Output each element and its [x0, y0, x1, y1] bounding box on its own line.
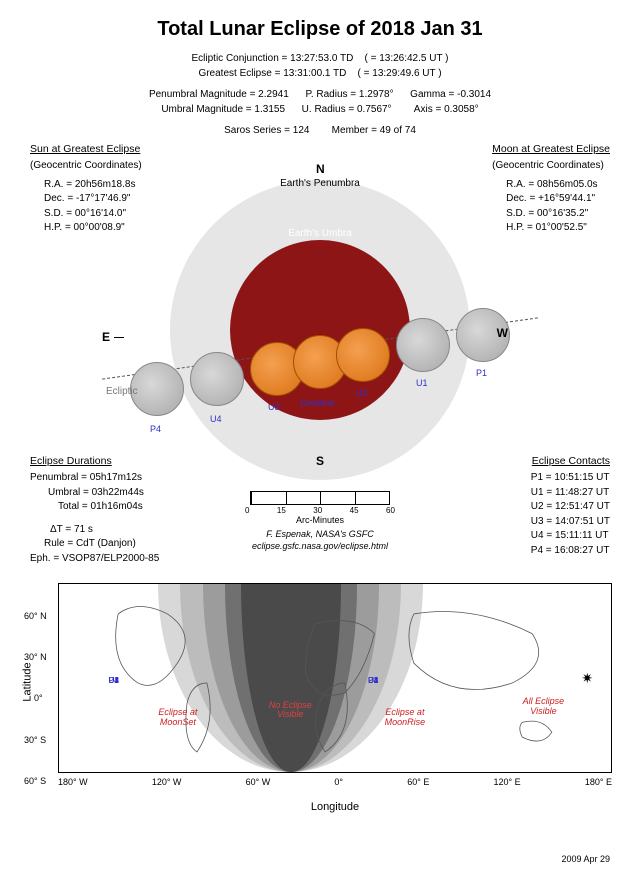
c-u1: U1 = 11:48:27 UT	[531, 486, 610, 501]
credit-1: F. Espenak, NASA's GSFC	[245, 529, 395, 541]
yt-3: 30° S	[24, 735, 46, 745]
xt-5: 120° E	[494, 777, 521, 787]
novis-label: No EclipseVisible	[269, 701, 312, 721]
continents-icon: ✷	[59, 584, 611, 772]
axis: Axis = 0.3058°	[414, 104, 479, 115]
umbra-circle	[230, 240, 410, 420]
svg-text:✷: ✷	[581, 671, 593, 686]
page-title: Total Lunar Eclipse of 2018 Jan 31	[0, 18, 640, 41]
u-radius: U. Radius = 0.7567°	[302, 104, 392, 115]
c-u4: U4 = 15:11:11 UT	[531, 529, 610, 544]
yt-1: 30° N	[24, 652, 47, 662]
umb-mag: Umbral Magnitude = 1.3155	[161, 104, 285, 115]
dur-tot: Total = 01h16m04s	[30, 500, 159, 515]
xt-1: 120° W	[152, 777, 182, 787]
dur-umb: Umbral = 03h22m44s	[30, 486, 159, 501]
south-label: S	[316, 454, 324, 468]
north-label: N	[316, 162, 325, 176]
delta-t: ΔT = 71 s	[30, 523, 159, 538]
penumbra-label: Earth's Penumbra	[280, 178, 360, 189]
conj-ut: ( = 13:26:42.5 UT )	[364, 53, 448, 64]
map-wrap: Latitude ✷ Eclipse atMoonSet No EclipseV…	[58, 583, 612, 813]
allvis-label: All EclipseVisible	[523, 697, 565, 717]
durations-block: Eclipse Durations Penumbral = 05h17m12s …	[30, 454, 159, 566]
c-p4: P4 = 16:08:27 UT	[531, 544, 610, 559]
u2-label: U2	[356, 388, 368, 398]
greatest-ut: ( = 13:29:49.6 UT )	[358, 68, 442, 79]
visibility-map: ✷ Eclipse atMoonSet No EclipseVisible Ec…	[58, 583, 612, 773]
east-dash: —	[114, 332, 124, 343]
xt-2: 60° W	[246, 777, 271, 787]
eclipse-diagram: N E — W Earth's Penumbra Earth's Umbra E…	[110, 170, 530, 470]
moon-u1	[396, 318, 450, 372]
eph: Eph. = VSOP87/ELP2000-85	[30, 552, 159, 567]
footer-date: 2009 Apr 29	[561, 854, 610, 864]
xt-3: 0°	[334, 777, 343, 787]
p4-label: P4	[150, 424, 161, 434]
scale-bar	[250, 491, 390, 505]
p1-label: P1	[476, 368, 487, 378]
tick-3: 45	[350, 506, 359, 515]
scale-box: 0 15 30 45 60 Arc-Minutes F. Espenak, NA…	[245, 491, 395, 552]
tick-4: 60	[386, 506, 395, 515]
yt-4: 60° S	[24, 776, 46, 786]
moon-p4	[130, 362, 184, 416]
scale-label: Arc-Minutes	[245, 515, 395, 525]
saros: Saros Series = 124	[224, 125, 309, 136]
yt-0: 60° N	[24, 611, 47, 621]
xt-0: 180° W	[58, 777, 88, 787]
umbra-label: Earth's Umbra	[280, 228, 360, 239]
xt-4: 60° E	[407, 777, 429, 787]
tick-1: 15	[277, 506, 286, 515]
longitude-label: Longitude	[58, 801, 612, 813]
moon-u4	[190, 352, 244, 406]
greatest-label: Greatest	[300, 398, 335, 408]
greatest-td: Greatest Eclipse = 13:31:00.1 TD	[198, 68, 346, 79]
gamma: Gamma = -0.3014	[410, 89, 491, 100]
contacts-block: Eclipse Contacts P1 = 10:51:15 UT U1 = 1…	[531, 454, 610, 558]
west-label: W	[497, 326, 508, 340]
moonset-label: Eclipse atMoonSet	[158, 708, 197, 728]
header-params: Ecliptic Conjunction = 13:27:53.0 TD ( =…	[0, 51, 640, 138]
c-p1: P1 = 10:51:15 UT	[531, 471, 610, 486]
contacts-title: Eclipse Contacts	[531, 454, 610, 469]
latitude-label: Latitude	[22, 662, 34, 701]
rule: Rule = CdT (Danjon)	[30, 537, 159, 552]
yt-2: 0°	[34, 693, 43, 703]
moon-u2	[336, 328, 390, 382]
c-u3: U3 = 14:07:51 UT	[531, 515, 610, 530]
east-label: E	[102, 330, 110, 344]
conj-td: Ecliptic Conjunction = 13:27:53.0 TD	[191, 53, 353, 64]
u1-label: U1	[416, 378, 428, 388]
mr-5: P1	[368, 676, 378, 685]
xt-6: 180° E	[585, 777, 612, 787]
p-radius: P. Radius = 1.2978°	[305, 89, 393, 100]
moon-title: Moon at Greatest Eclipse	[492, 142, 610, 157]
sun-title: Sun at Greatest Eclipse	[30, 142, 142, 157]
u3-label: U3	[268, 402, 280, 412]
tick-0: 0	[245, 506, 249, 515]
u4-label: U4	[210, 414, 222, 424]
moonrise-label: Eclipse atMoonRise	[385, 708, 426, 728]
durations-title: Eclipse Durations	[30, 454, 159, 469]
tick-2: 30	[313, 506, 322, 515]
pen-mag: Penumbral Magnitude = 2.2941	[149, 89, 289, 100]
credit-2: eclipse.gsfc.nasa.gov/eclipse.html	[245, 541, 395, 553]
member: Member = 49 of 74	[332, 125, 416, 136]
ecliptic-label: Ecliptic	[106, 386, 138, 397]
ml-5: P1	[109, 676, 119, 685]
dur-pen: Penumbral = 05h17m12s	[30, 471, 159, 486]
c-u2: U2 = 12:51:47 UT	[531, 500, 610, 515]
